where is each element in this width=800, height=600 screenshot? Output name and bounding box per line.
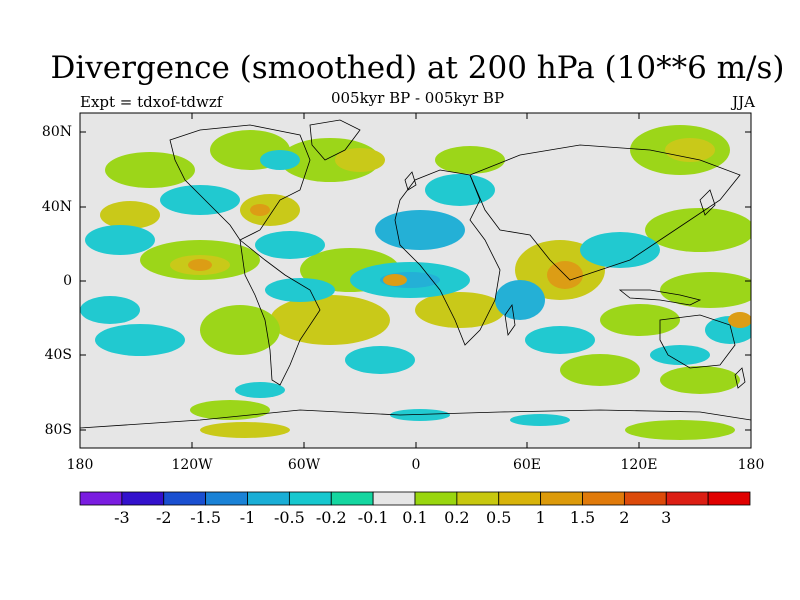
- colorbar-swatch: [582, 491, 625, 506]
- map-subtitle: 005kyr BP - 005kyr BP: [330, 89, 505, 107]
- season-label: JJA: [732, 93, 755, 111]
- y-tick-label: 40N: [41, 199, 72, 215]
- colorbar-swatch: [288, 491, 332, 506]
- experiment-label: Expt = tdxof-tdwzf: [80, 93, 223, 111]
- colorbar-label: -1.5: [190, 508, 222, 527]
- colorbar-swatch: [414, 491, 458, 506]
- colorbar-swatch: [623, 491, 667, 506]
- axis-ticks: [79, 113, 752, 448]
- colorbar-label: -1: [239, 508, 256, 527]
- colorbar-label: -2: [155, 508, 172, 527]
- colorbar-swatch: [372, 491, 416, 506]
- colorbar-swatch: [247, 491, 290, 506]
- x-tick-label: 60E: [512, 457, 542, 473]
- colorbar-label: -0.1: [357, 508, 389, 527]
- colorbar-label: 0.5: [486, 508, 512, 527]
- colorbar: [79, 491, 751, 506]
- colorbar-swatch: [540, 491, 583, 506]
- colorbar-swatch: [665, 491, 709, 506]
- divergence-field: [80, 125, 751, 440]
- x-tick-label: 120E: [620, 457, 658, 473]
- colorbar-swatch: [456, 491, 500, 506]
- x-tick-label: 180: [737, 457, 765, 473]
- colorbar-swatch: [205, 491, 248, 506]
- map-plot-area: [80, 113, 751, 448]
- colorbar-label: -0.5: [273, 508, 305, 527]
- y-tick-label: 0: [63, 273, 72, 289]
- y-tick-label: 80N: [41, 124, 72, 140]
- colorbar-swatch: [79, 491, 123, 506]
- x-tick-label: 120W: [171, 457, 213, 473]
- colorbar-label: 0.1: [402, 508, 428, 527]
- colorbar-swatch: [707, 491, 751, 506]
- colorbar-swatch: [330, 491, 374, 506]
- colorbar-label: 1: [535, 508, 546, 527]
- colorbar-label: -3: [114, 508, 130, 527]
- x-tick-label: 0: [411, 457, 421, 473]
- colorbar-label: 3: [661, 508, 672, 527]
- colorbar-swatch: [498, 491, 542, 506]
- colorbar-swatch: [163, 491, 207, 506]
- y-tick-label: 80S: [44, 422, 72, 438]
- colorbar-label: 0.2: [444, 508, 470, 527]
- coastlines: [80, 119, 751, 429]
- colorbar-label: 2: [619, 508, 630, 527]
- x-tick-label: 60W: [287, 457, 321, 473]
- map-title: Divergence (smoothed) at 200 hPa (10**6 …: [50, 50, 785, 86]
- x-tick-label: 180: [66, 457, 94, 473]
- y-tick-label: 40S: [44, 347, 72, 363]
- colorbar-swatch: [121, 491, 165, 506]
- colorbar-label: -0.2: [315, 508, 347, 527]
- colorbar-label: 1.5: [569, 508, 596, 527]
